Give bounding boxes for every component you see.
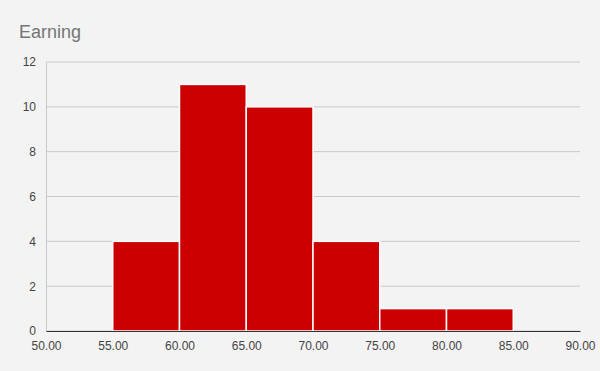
background: [0, 0, 600, 371]
x-tick-label: 75.00: [365, 339, 395, 353]
grid: [46, 62, 580, 331]
x-tick: 90.00: [565, 331, 595, 353]
y-tick: 0: [29, 324, 46, 338]
x-tick: 75.00: [365, 331, 395, 353]
y-tick-label: 10: [23, 100, 37, 114]
y-tick-label: 4: [29, 235, 36, 249]
x-tick: 50.00: [31, 331, 61, 353]
y-tick: 6: [29, 190, 46, 204]
x-tick: 80.00: [432, 331, 462, 353]
y-tick-label: 2: [29, 280, 36, 294]
y-tick-label: 6: [29, 190, 36, 204]
x-tick-label: 85.00: [499, 339, 529, 353]
x-axis-line: [47, 331, 581, 332]
y-tick: 8: [29, 145, 46, 159]
y-axis: 0 2 4 6 8 10 12: [23, 55, 47, 338]
y-tick: 2: [29, 280, 46, 294]
bar: [246, 107, 313, 331]
x-tick-label: 60.00: [165, 339, 195, 353]
x-tick: 65.00: [232, 331, 262, 353]
y-tick-label: 12: [23, 55, 37, 69]
y-axis-line: [46, 63, 47, 332]
y-tick-label: 0: [29, 324, 36, 338]
bar: [113, 241, 180, 331]
grid-line: [46, 62, 580, 63]
bar: [313, 241, 380, 331]
bar: [380, 309, 447, 331]
bars: [113, 84, 514, 331]
bar: [180, 84, 247, 331]
x-tick: 85.00: [499, 331, 529, 353]
x-tick: 60.00: [165, 331, 195, 353]
x-tick-label: 90.00: [565, 339, 595, 353]
title: Earning: [19, 22, 81, 42]
x-tick: 70.00: [298, 331, 328, 353]
x-tick-label: 65.00: [232, 339, 262, 353]
y-tick: 10: [23, 100, 46, 114]
chart: Earning 0 2 4 6 8 10 12 50.00 55.00 60.00 65.00 70.0…: [0, 0, 600, 371]
bar: [447, 309, 514, 331]
x-tick-label: 80.00: [432, 339, 462, 353]
x-tick-label: 55.00: [98, 339, 128, 353]
x-axis: 50.00 55.00 60.00 65.00 70.00 75.00 80.00 85.00…: [31, 331, 595, 353]
y-tick: 4: [29, 235, 46, 249]
y-tick: 12: [23, 55, 46, 69]
x-tick-label: 50.00: [31, 339, 61, 353]
plot: 0 2 4 6 8 10 12 50.00 55.00 60.00 65.00 70.00 75.00 8…: [23, 55, 596, 352]
y-tick-label: 8: [29, 145, 36, 159]
x-tick-label: 70.00: [298, 339, 328, 353]
x-tick: 55.00: [98, 331, 128, 353]
